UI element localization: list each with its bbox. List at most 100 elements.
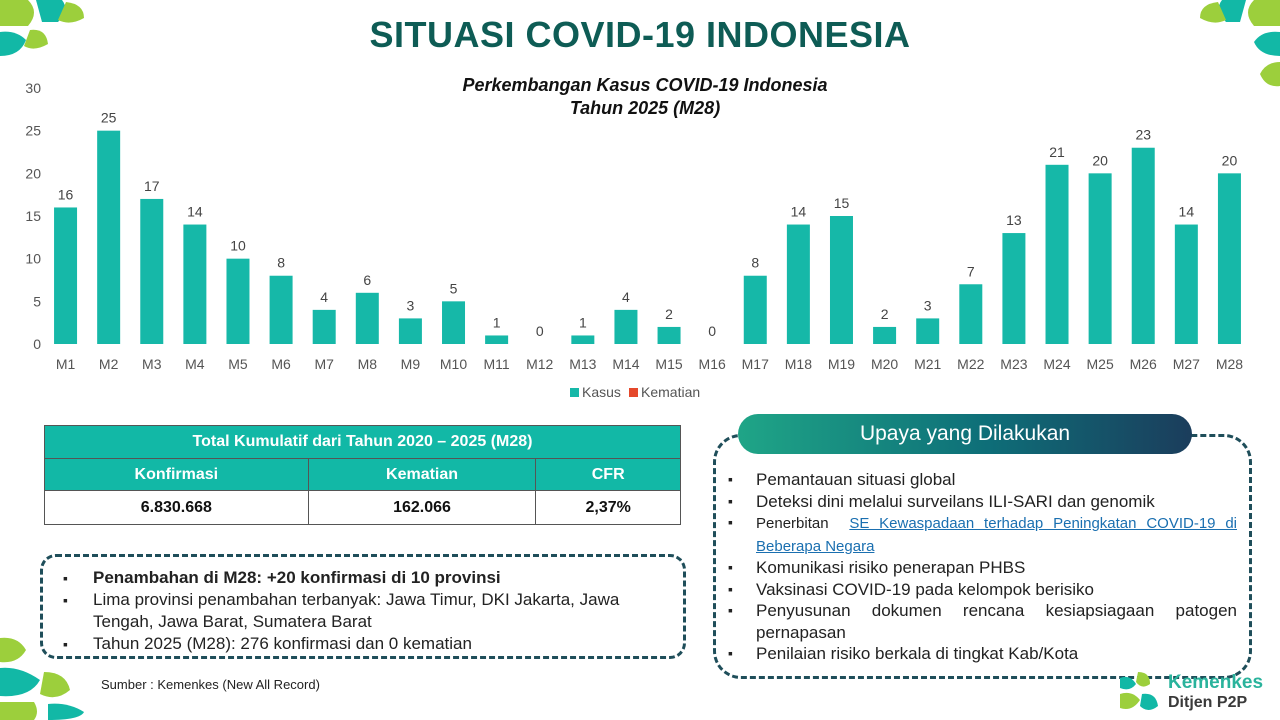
y-tick-label: 25 <box>25 123 41 139</box>
chart-title: Perkembangan Kasus COVID-19 Indonesia Ta… <box>0 74 1280 120</box>
x-tick-label: M15 <box>655 356 682 372</box>
x-tick-label: M10 <box>440 356 467 372</box>
legend-label-kasus: Kasus <box>582 384 621 400</box>
action-item: Vaksinasi COVID-19 pada kelompok berisik… <box>728 579 1237 601</box>
se-kewaspadaan-link[interactable]: SE Kewaspadaan terhadap Peningkatan COVI… <box>756 515 1237 555</box>
bar-M5 <box>226 258 250 344</box>
summary-table: Total Kumulatif dari Tahun 2020 – 2025 (… <box>44 425 681 525</box>
source-note: Sumber : Kemenkes (New All Record) <box>101 677 320 692</box>
chart-title-line1: Perkembangan Kasus COVID-19 Indonesia <box>462 75 828 95</box>
summary-value-kematian: 162.066 <box>307 490 537 525</box>
summary-header-cfr: CFR <box>535 458 681 491</box>
y-tick-label: 20 <box>25 165 41 181</box>
note-item: Lima provinsi penambahan terbanyak: Jawa… <box>63 589 669 633</box>
notes-box: Penambahan di M28: +20 konfirmasi di 10 … <box>40 554 686 659</box>
summary-header-kematian: Kematian <box>307 458 537 491</box>
bar-M3 <box>140 198 164 344</box>
y-axis: 0 5 10 15 20 25 30 <box>25 80 41 352</box>
y-tick-label: 30 <box>25 80 41 96</box>
data-label-M25: 20 <box>1092 152 1108 168</box>
x-tick-label: M14 <box>612 356 639 372</box>
bar-M10 <box>442 301 466 344</box>
logo-name: Kemenkes <box>1168 672 1264 693</box>
bar-M24 <box>1045 164 1069 344</box>
data-label-M3: 17 <box>144 178 160 194</box>
x-tick-label: M27 <box>1173 356 1200 372</box>
bar-M23 <box>1002 233 1026 344</box>
x-tick-label: M18 <box>785 356 812 372</box>
y-tick-label: 10 <box>25 251 41 267</box>
x-tick-label: M22 <box>957 356 984 372</box>
x-tick-label: M17 <box>742 356 769 372</box>
x-tick-label: M28 <box>1216 356 1243 372</box>
data-label-M7: 4 <box>320 289 328 305</box>
data-label-M9: 3 <box>407 297 415 313</box>
bar-M15 <box>657 326 681 344</box>
data-label-M28: 20 <box>1222 152 1238 168</box>
x-tick-label: M19 <box>828 356 855 372</box>
bar-M17 <box>743 275 767 344</box>
data-label-M16: 0 <box>708 323 716 339</box>
data-label-M17: 8 <box>751 255 759 271</box>
legend-label-kematian: Kematian <box>641 384 700 400</box>
note-item: Penambahan di M28: +20 konfirmasi di 10 … <box>63 567 669 589</box>
bars: 1625171410846351014208141523713212023142… <box>54 110 1241 344</box>
note-item: Tahun 2025 (M28): 276 konfirmasi dan 0 k… <box>63 633 669 655</box>
data-label-M1: 16 <box>58 186 74 202</box>
bar-M28 <box>1217 173 1241 344</box>
data-label-M26: 23 <box>1135 127 1151 143</box>
y-tick-label: 0 <box>33 336 41 352</box>
bar-M13 <box>571 335 595 344</box>
bar-M21 <box>916 318 940 344</box>
bar-M4 <box>183 224 207 344</box>
data-label-M5: 10 <box>230 238 246 254</box>
legend-swatch-kematian <box>629 388 638 397</box>
data-label-M19: 15 <box>834 195 850 211</box>
kemenkes-logo <box>1120 672 1158 710</box>
summary-value-konfirmasi: 6.830.668 <box>44 490 309 525</box>
bar-M25 <box>1088 173 1112 344</box>
data-label-M24: 21 <box>1049 144 1065 160</box>
actions-header: Upaya yang Dilakukan <box>738 414 1192 454</box>
legend: Kasus Kematian <box>570 384 700 400</box>
logo-subtitle: Ditjen P2P <box>1168 694 1248 711</box>
chart-title-line2: Tahun 2025 (M28) <box>569 98 721 118</box>
x-tick-label: M5 <box>228 356 248 372</box>
x-tick-label: M3 <box>142 356 162 372</box>
x-tick-label: M12 <box>526 356 553 372</box>
data-label-M22: 7 <box>967 263 975 279</box>
x-tick-label: M26 <box>1130 356 1157 372</box>
bar-M20 <box>873 326 897 344</box>
bar-M1 <box>54 207 78 344</box>
data-label-M23: 13 <box>1006 212 1022 228</box>
action-item: Deteksi dini melalui surveilans ILI-SARI… <box>728 491 1237 513</box>
data-label-M20: 2 <box>881 306 889 322</box>
action-item: Pemantauan situasi global <box>728 469 1237 491</box>
x-tick-label: M16 <box>699 356 726 372</box>
x-tick-label: M21 <box>914 356 941 372</box>
actions-box: Pemantauan situasi global Deteksi dini m… <box>713 434 1252 679</box>
x-tick-label: M11 <box>484 356 510 372</box>
x-tick-label: M4 <box>185 356 205 372</box>
summary-value-cfr: 2,37% <box>535 490 681 525</box>
x-tick-label: M13 <box>569 356 596 372</box>
bar-M8 <box>355 292 379 344</box>
data-label-M11: 1 <box>493 314 501 330</box>
data-label-M4: 14 <box>187 204 203 220</box>
data-label-M12: 0 <box>536 323 544 339</box>
data-label-M27: 14 <box>1179 204 1195 220</box>
x-tick-label: M1 <box>56 356 76 372</box>
x-tick-label: M24 <box>1043 356 1070 372</box>
bar-M18 <box>786 224 810 344</box>
x-tick-label: M25 <box>1087 356 1114 372</box>
x-tick-label: M2 <box>99 356 119 372</box>
x-tick-label: M20 <box>871 356 898 372</box>
bar-M9 <box>398 318 422 344</box>
bar-M2 <box>97 130 121 344</box>
bar-M22 <box>959 284 983 344</box>
data-label-M2: 25 <box>101 110 117 126</box>
y-tick-label: 15 <box>25 208 41 224</box>
bar-M19 <box>829 216 853 344</box>
x-tick-label: M23 <box>1000 356 1027 372</box>
